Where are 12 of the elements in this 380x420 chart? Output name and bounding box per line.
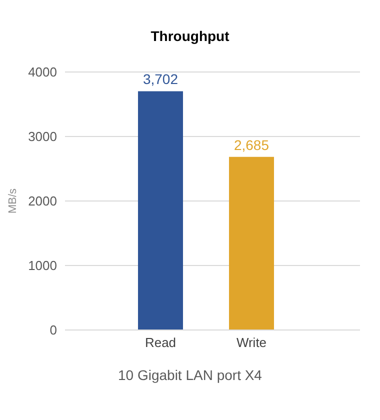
chart-title: Throughput — [150, 28, 230, 44]
data-label: 3,702 — [142, 71, 178, 88]
y-tick-label: 4000 — [28, 64, 57, 80]
y-tick-label: 0 — [50, 322, 57, 338]
y-tick-label: 1000 — [28, 258, 57, 274]
data-label: 2,685 — [234, 136, 270, 153]
x-tick-label: Read — [144, 335, 176, 350]
y-tick-label: 2000 — [28, 194, 57, 209]
x-axis-title: 10 Gigabit LAN port X4 — [117, 367, 263, 383]
y-axis-title: MB/s — [6, 188, 19, 214]
x-tick-label: Write — [236, 335, 267, 350]
y-tick-label: 3000 — [28, 129, 57, 144]
